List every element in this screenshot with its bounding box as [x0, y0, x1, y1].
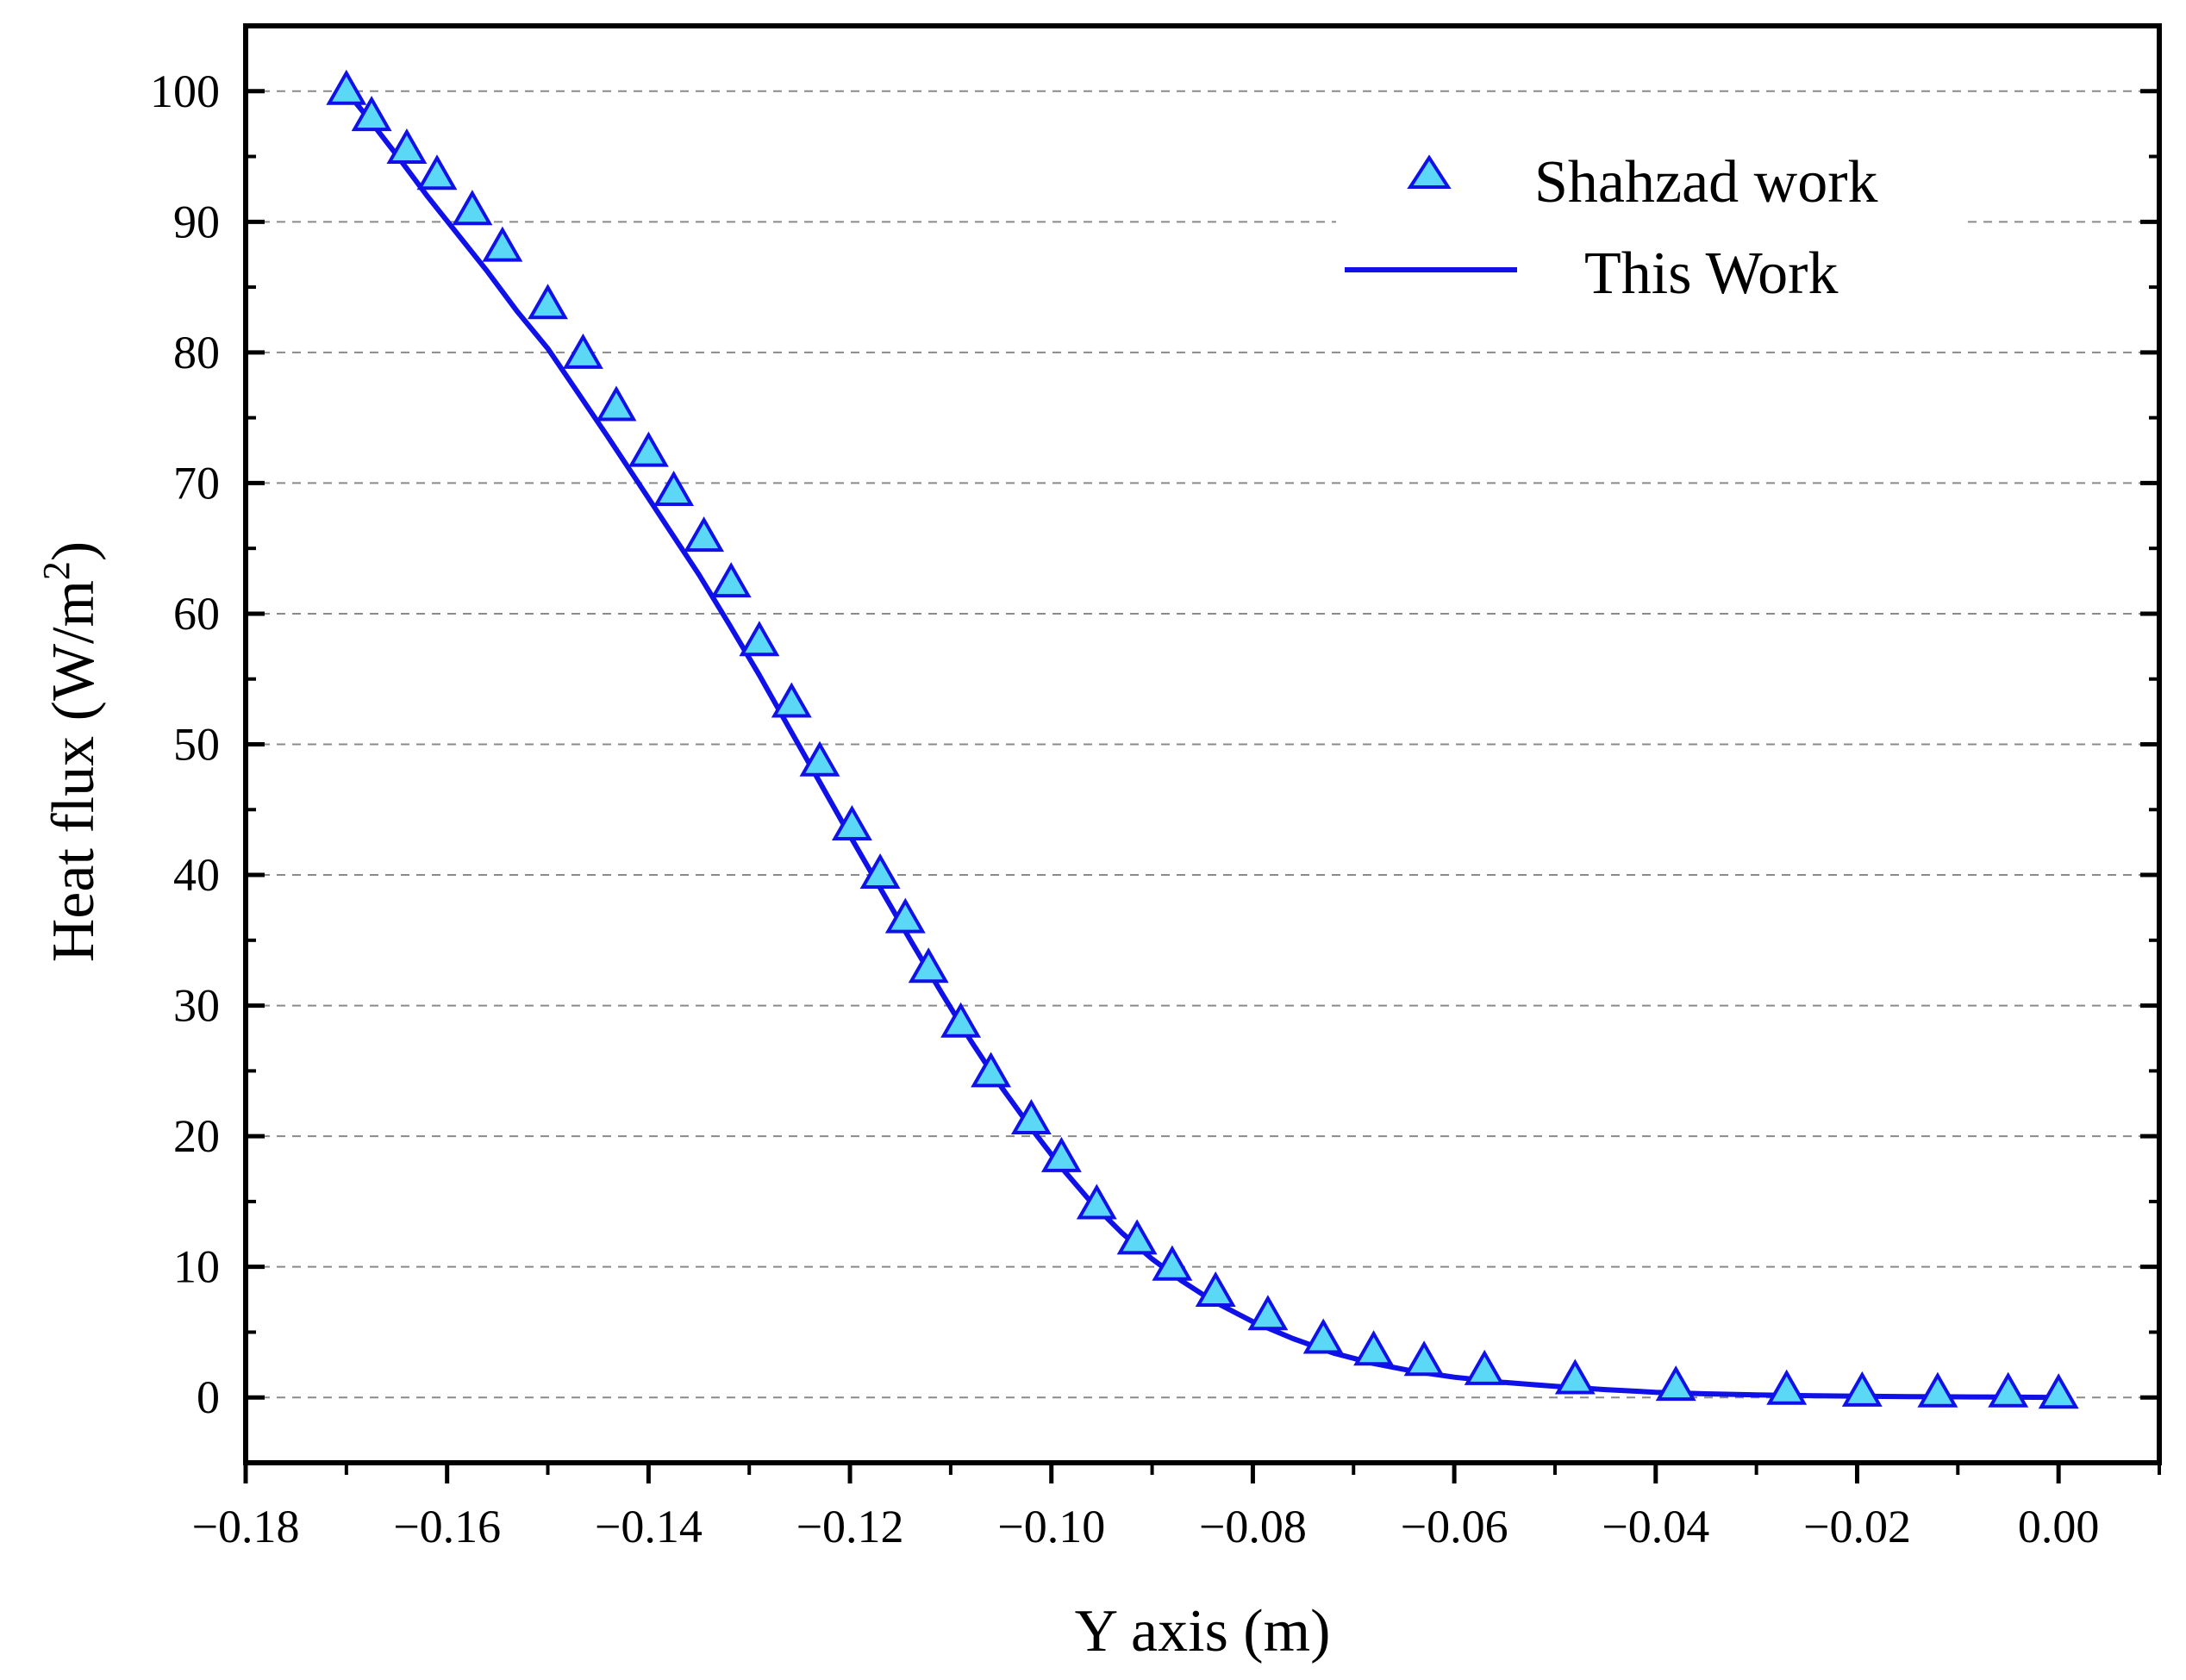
shahzad-work-marker	[739, 621, 780, 657]
x-tick-label: 0.00	[2018, 1501, 2100, 1552]
shahzad-work-marker	[1766, 1369, 1808, 1405]
y-tick-label: 70	[173, 457, 220, 509]
x-tick-label: −0.08	[1199, 1501, 1307, 1552]
shahzad-work-marker	[771, 682, 812, 718]
shahzad-work-marker	[351, 96, 392, 132]
shahzad-work-marker	[831, 804, 872, 840]
shahzad-work-marker	[1152, 1245, 1193, 1281]
shahzad-work-marker	[1010, 1098, 1052, 1134]
shahzad-work-marker	[884, 897, 926, 934]
x-tick-label: −0.16	[393, 1501, 501, 1552]
y-axis-title-main: Heat flux (W/m	[41, 580, 107, 962]
shahzad-work-marker	[562, 333, 603, 369]
shahzad-work-marker	[908, 947, 949, 984]
shahzad-work-marker	[684, 516, 725, 553]
shahzad-work-marker	[326, 69, 367, 105]
shahzad-work-marker	[1464, 1349, 1505, 1385]
shahzad-work-marker	[1917, 1371, 1958, 1408]
x-tick-label: −0.18	[192, 1501, 300, 1552]
x-tick-label: −0.14	[595, 1501, 703, 1552]
y-axis-title: Heat flux (W/m2)	[35, 541, 107, 963]
series-marker-layer	[326, 69, 2079, 1409]
shahzad-work-marker	[482, 226, 523, 262]
y-tick-label: 10	[173, 1241, 220, 1293]
x-tick-label: −0.04	[1602, 1501, 1709, 1552]
shahzad-work-marker	[940, 1002, 982, 1038]
y-tick-label: 40	[173, 849, 220, 901]
shahzad-work-marker	[2038, 1373, 2079, 1409]
shahzad-work-marker	[628, 431, 669, 467]
shahzad-work-marker	[1655, 1365, 1696, 1402]
shahzad-work-marker	[1076, 1183, 1117, 1220]
y-tick-label: 80	[173, 327, 220, 378]
shahzad-work-marker	[1302, 1318, 1344, 1354]
axis-ticks	[243, 89, 2161, 1483]
shahzad-work-marker	[859, 852, 901, 889]
x-tick-label: −0.02	[1803, 1501, 1911, 1552]
legend-label-shahzad-work: Shahzad work	[1534, 149, 1878, 215]
gridlines	[246, 90, 2159, 1399]
y-tick-label: 60	[173, 588, 220, 640]
shahzad-work-marker	[416, 154, 458, 190]
shahzad-work-marker	[1195, 1271, 1236, 1307]
shahzad-work-marker	[1554, 1358, 1596, 1395]
shahzad-work-marker	[386, 128, 428, 164]
shahzad-work-marker	[452, 190, 493, 226]
y-tick-labels: 0 10 20 30 40 50 60 70 80 90 100	[150, 66, 220, 1423]
y-tick-label: 0	[197, 1371, 220, 1423]
shahzad-work-marker	[710, 562, 752, 598]
y-axis-title-superscript: 2	[35, 561, 78, 580]
shahzad-work-marker	[799, 740, 840, 777]
shahzad-work-marker	[971, 1052, 1012, 1088]
shahzad-work-marker	[1247, 1295, 1289, 1331]
legend-background	[1336, 129, 1965, 328]
shahzad-work-marker	[528, 284, 568, 320]
x-tick-label: −0.10	[997, 1501, 1105, 1552]
y-tick-label: 30	[173, 980, 220, 1032]
shahzad-work-marker	[1841, 1371, 1883, 1407]
x-tick-labels: −0.18 −0.16 −0.14 −0.12 −0.10 −0.08 −0.06 −0.04…	[192, 1501, 2100, 1552]
shahzad-work-marker	[1403, 1340, 1445, 1377]
y-tick-label: 20	[173, 1110, 220, 1162]
shahzad-work-marker	[1988, 1371, 2029, 1408]
y-axis-title-close: )	[41, 541, 107, 561]
shahzad-work-marker	[653, 470, 695, 506]
shahzad-work-marker	[1116, 1219, 1158, 1255]
y-tick-label: 50	[173, 719, 220, 771]
x-axis-title: Y axis (m)	[1075, 1598, 1331, 1664]
shahzad-work-marker	[1040, 1136, 1082, 1172]
x-tick-label: −0.12	[796, 1501, 904, 1552]
legend: Shahzad work This Work	[1336, 129, 1965, 328]
shahzad-work-marker	[596, 385, 637, 422]
shahzad-work-marker	[1353, 1330, 1395, 1366]
y-tick-label: 100	[150, 66, 220, 117]
y-tick-label: 90	[173, 196, 220, 247]
legend-label-this-work: This Work	[1584, 240, 1838, 307]
x-tick-label: −0.06	[1401, 1501, 1508, 1552]
legend-marker-icon	[1407, 154, 1452, 189]
